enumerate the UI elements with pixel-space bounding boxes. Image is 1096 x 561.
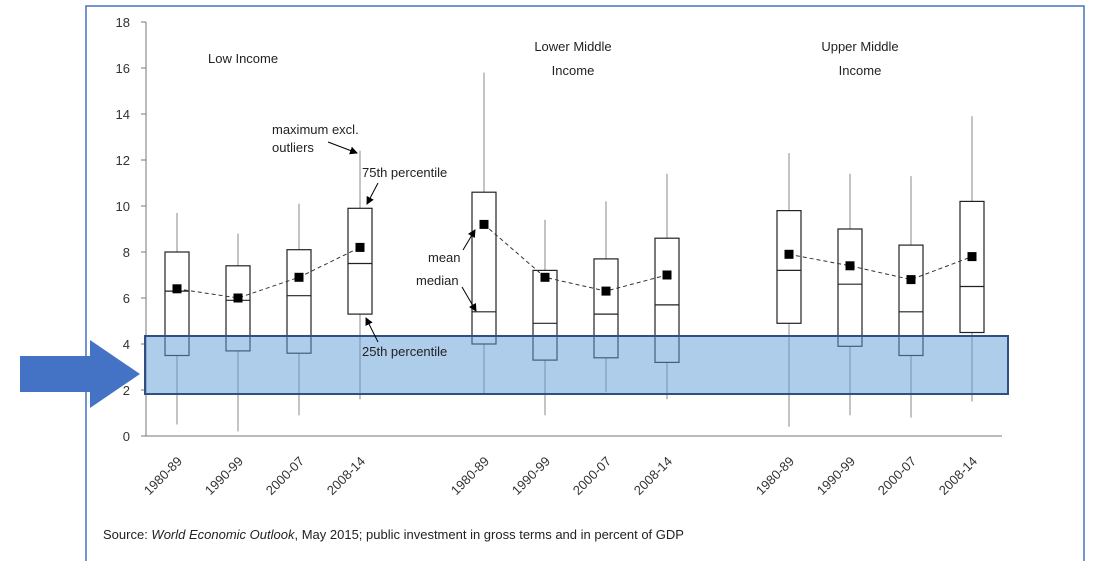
box: [959, 200, 985, 334]
group-label: Income: [839, 63, 882, 78]
annotation: maximum excl.: [272, 122, 359, 137]
x-tick-label: 1990-99: [509, 454, 553, 498]
mean-marker: [233, 293, 243, 303]
arrow: [461, 286, 477, 312]
arrow: [327, 141, 358, 155]
x-tick-label: 1980-89: [448, 454, 492, 498]
group-label: Low Income: [208, 51, 278, 66]
mean-marker: [601, 286, 611, 296]
annotation: mean: [428, 250, 461, 265]
x-tick-label: 2008-14: [324, 454, 368, 498]
y-tick-label: 14: [116, 107, 130, 122]
mean-marker: [662, 270, 672, 280]
source-text: Source:: [103, 527, 151, 542]
y-tick-label: 0: [123, 429, 130, 444]
box: [837, 228, 863, 347]
group-label: Lower Middle: [534, 39, 611, 54]
annotation: outliers: [272, 140, 314, 155]
y-tick-label: 4: [123, 337, 130, 352]
arrow: [366, 182, 379, 205]
mean-marker: [540, 272, 550, 282]
x-tick-label: 2008-14: [936, 454, 980, 498]
mean-marker: [845, 261, 855, 271]
arrow: [462, 229, 476, 251]
annotation: 75th percentile: [362, 165, 447, 180]
x-tick-label: 2000-07: [263, 454, 307, 498]
highlight-band: [144, 335, 1009, 395]
group-label: Income: [552, 63, 595, 78]
mean-line: [176, 246, 361, 299]
x-tick-label: 1980-89: [753, 454, 797, 498]
annotation: median: [416, 273, 459, 288]
source-text: World Economic Outlook: [151, 527, 296, 542]
mean-marker: [967, 252, 977, 262]
y-tick-label: 16: [116, 61, 130, 76]
mean-marker: [906, 275, 916, 285]
y-tick-label: 2: [123, 383, 130, 398]
box: [471, 191, 497, 345]
y-tick-label: 18: [116, 15, 130, 30]
pointer-arrow: [20, 340, 140, 408]
y-tick-label: 12: [116, 153, 130, 168]
y-tick-label: 10: [116, 199, 130, 214]
annotation: 25th percentile: [362, 344, 447, 359]
mean-marker: [479, 219, 489, 229]
source-text: , May 2015; public investment in gross t…: [294, 527, 683, 542]
mean-marker: [172, 284, 182, 294]
y-tick-label: 8: [123, 245, 130, 260]
mean-line: [483, 224, 668, 292]
mean-line: [788, 253, 973, 281]
x-tick-label: 2008-14: [631, 454, 675, 498]
box: [776, 210, 802, 324]
x-tick-label: 1980-89: [141, 454, 185, 498]
mean-marker: [355, 242, 365, 252]
x-tick-label: 2000-07: [570, 454, 614, 498]
group-label: Upper Middle: [821, 39, 898, 54]
x-tick-label: 2000-07: [875, 454, 919, 498]
x-tick-label: 1990-99: [202, 454, 246, 498]
arrow: [365, 317, 379, 343]
mean-marker: [294, 272, 304, 282]
y-tick-label: 6: [123, 291, 130, 306]
box: [347, 207, 373, 315]
frame: [85, 5, 1085, 561]
source: Source: World Economic Outlook, May 2015…: [103, 527, 684, 542]
x-tick-label: 1990-99: [814, 454, 858, 498]
mean-marker: [784, 249, 794, 259]
